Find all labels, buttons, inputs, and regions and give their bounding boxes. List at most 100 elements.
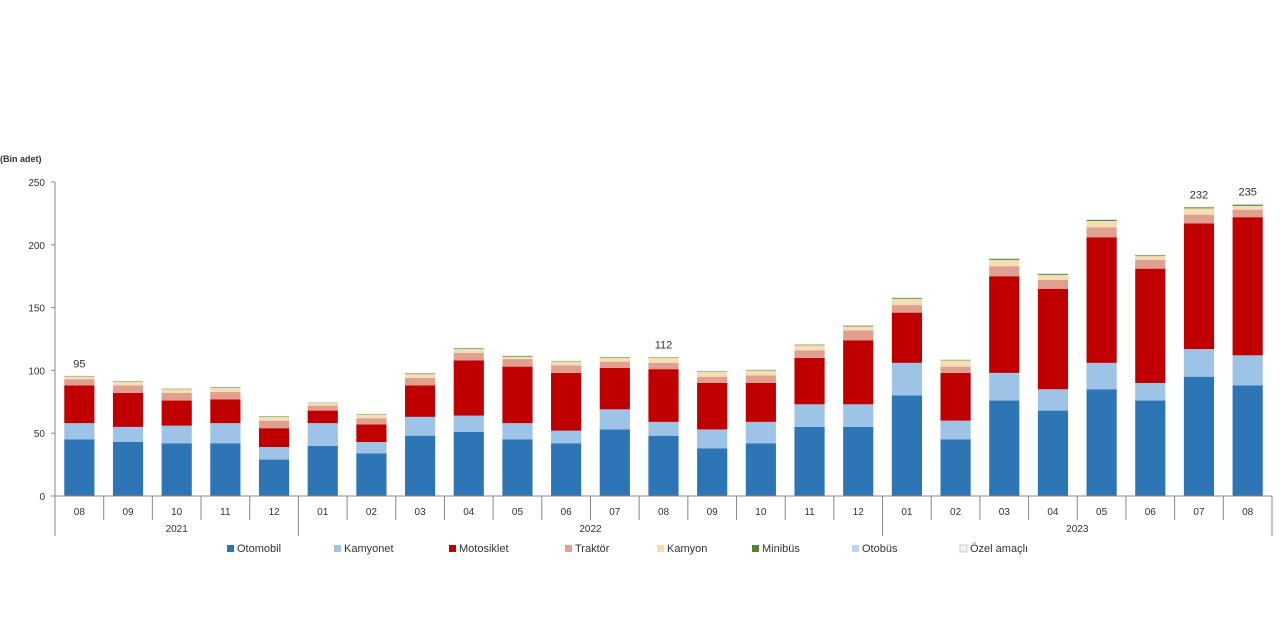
bar-segment [1232, 217, 1263, 356]
x-tick-label: 03 [415, 507, 427, 518]
bar-segment [1037, 273, 1069, 275]
bar-segment [502, 355, 533, 357]
bar-segment [697, 429, 728, 449]
bar-segment [1183, 214, 1215, 224]
bar-segment [1037, 389, 1069, 411]
bar-segment [794, 426, 825, 496]
bar-segment [891, 298, 922, 299]
bar-segment [210, 391, 241, 400]
year-label: 2023 [1066, 524, 1089, 535]
bar-segment [1135, 268, 1166, 383]
bar-segment [64, 376, 95, 380]
bar-segment [405, 416, 436, 436]
bar-segment [1135, 382, 1166, 401]
bar-segment [1232, 204, 1263, 206]
bar-segment [794, 404, 825, 427]
bar-segment [258, 416, 290, 421]
bar-segment [453, 360, 484, 416]
bar-segment [112, 381, 144, 382]
legend-item: Motosiklet [449, 543, 509, 555]
bar-stack-22 [1135, 254, 1166, 496]
x-tick-label: 04 [1047, 507, 1059, 518]
bar-segment [307, 405, 338, 411]
bar-segment [112, 441, 144, 496]
legend-item: Otomobil [227, 543, 281, 555]
bar-stack-18 [940, 359, 971, 496]
bar-segment [210, 423, 241, 444]
bar-segment [843, 325, 874, 326]
bar-stack-12 [648, 356, 679, 496]
legend-swatch [449, 545, 456, 552]
bar-segment [551, 365, 582, 373]
bar-segment [1183, 223, 1215, 350]
bar-segment [161, 393, 192, 401]
bar-segment [843, 330, 874, 341]
bar-segment [940, 359, 971, 361]
bar-segment [1183, 206, 1215, 208]
bar-segment [891, 395, 922, 496]
y-tick-label: 250 [28, 178, 45, 189]
legend-label: Traktör [575, 543, 610, 555]
bar-segment [453, 348, 484, 350]
bar-segment [210, 387, 241, 392]
x-tick-label: 12 [268, 507, 280, 518]
bar-segment [648, 421, 679, 436]
bar-stack-15 [794, 344, 825, 496]
legend-swatch [657, 545, 664, 552]
bar-segment [989, 400, 1020, 496]
x-tick-label: 04 [463, 507, 475, 518]
bar-segment [258, 420, 290, 429]
bar-segment [1183, 349, 1215, 377]
bar-segment [405, 374, 436, 378]
bar-segment [745, 369, 776, 371]
legend: Otomobil Kamyonet Motosiklet Traktör Kamyon M… [227, 543, 1028, 555]
bar-segment [891, 305, 922, 313]
total-data-label: 232 [1190, 189, 1208, 201]
bar-segment [989, 259, 1020, 267]
y-tick-label: 50 [34, 429, 46, 440]
bar-segment [64, 423, 95, 440]
bar-segment [1086, 362, 1117, 390]
bar-segment [989, 276, 1020, 373]
bar-segment [356, 414, 387, 419]
bar-segment [599, 429, 630, 496]
legend-swatch [959, 544, 968, 553]
total-data-label: 95 [73, 359, 85, 371]
bar-stack-11 [599, 356, 630, 496]
bar-segment [745, 370, 776, 376]
bar-segment [1037, 288, 1069, 390]
total-data-label: 112 [655, 340, 673, 352]
bar-segment [1232, 355, 1263, 386]
x-tick-label: 02 [366, 507, 378, 518]
bar-segment [697, 371, 728, 377]
bar-stack-21 [1086, 218, 1117, 496]
bar-segment [453, 415, 484, 432]
bar-segment [843, 326, 874, 331]
bar-segment [843, 325, 874, 327]
bar-segment [64, 379, 95, 386]
bar-segment [502, 423, 533, 440]
bar-segment [405, 385, 436, 417]
bar-stack-13 [697, 370, 728, 496]
bar-segment [356, 441, 387, 454]
bar-segment [1183, 208, 1215, 215]
bar-segment [697, 371, 728, 372]
bar-stack-9 [502, 355, 533, 496]
legend-label: Otobüs [862, 543, 898, 555]
bar-stack-3 [210, 386, 241, 496]
bar-segment [648, 362, 679, 370]
bar-segment [551, 372, 582, 431]
legend-label: Kamyonet [344, 543, 394, 555]
bar-segment [502, 359, 533, 367]
bar-segment [1086, 389, 1117, 496]
total-data-label: 235 [1238, 187, 1256, 199]
legend-swatch [334, 545, 341, 552]
bar-segment [697, 448, 728, 496]
bar-stack-0 [64, 375, 95, 496]
bar-segment [599, 357, 630, 362]
bar-segment [843, 404, 874, 427]
legend-label: Otomobil [237, 543, 281, 555]
year-label: 2021 [166, 524, 189, 535]
bar-stack-5 [307, 402, 338, 496]
